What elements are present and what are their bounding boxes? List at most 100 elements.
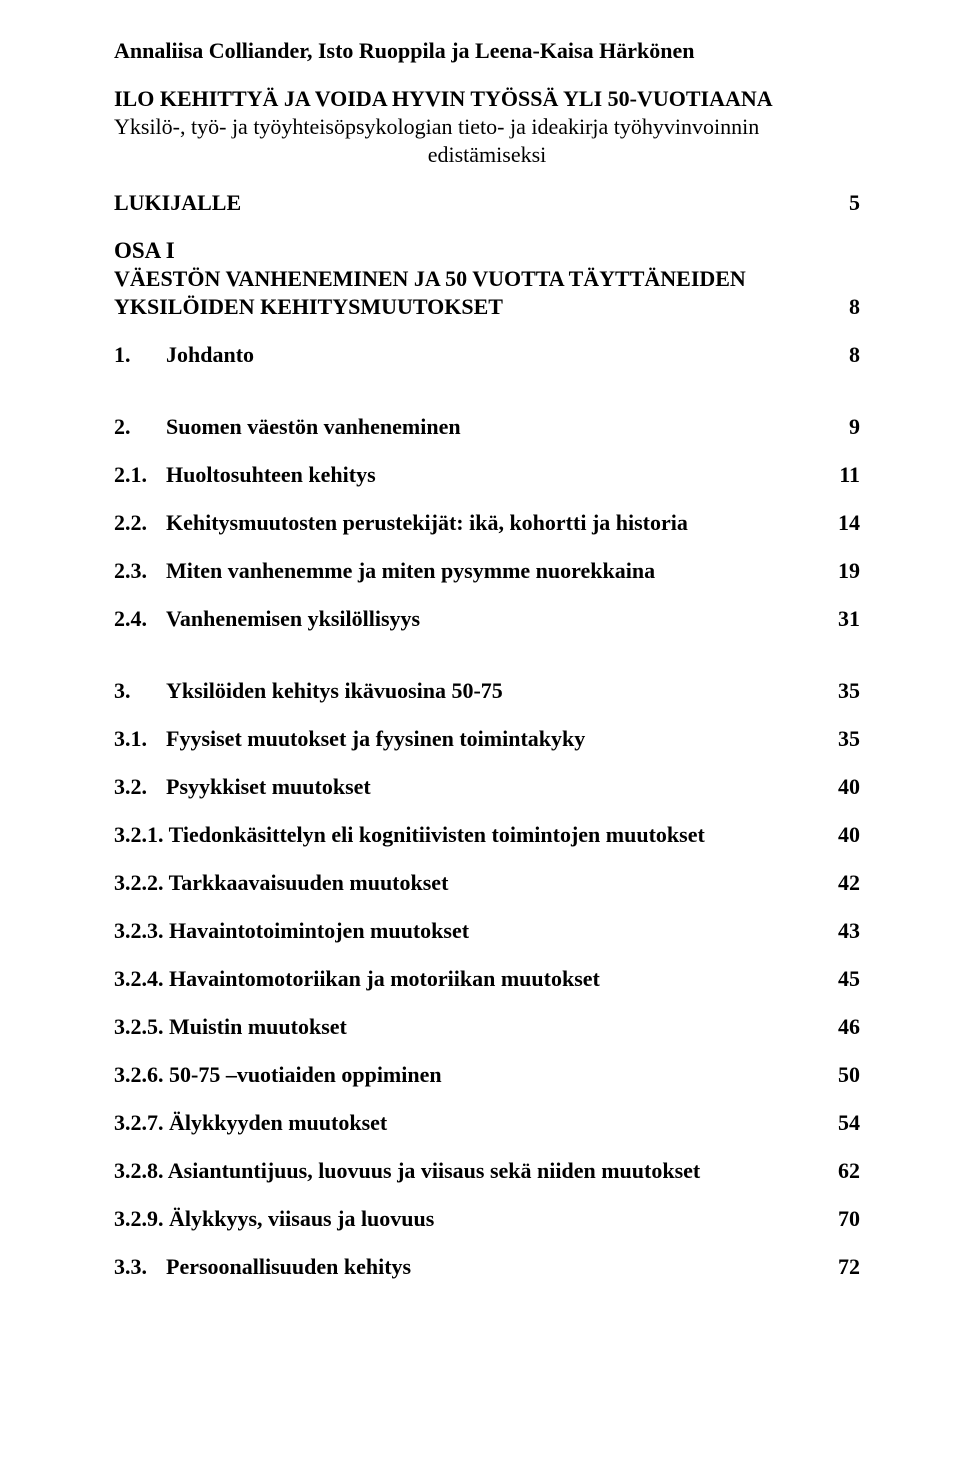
toc-label: 3.2.1. Tiedonkäsittelyn eli kognitiivist… (114, 822, 818, 848)
toc-entry: 3.2.8. Asiantuntijuus, luovuus ja viisau… (114, 1158, 860, 1184)
toc-text: 50-75 –vuotiaiden oppiminen (169, 1062, 442, 1087)
toc-entry: 3.1.Fyysiset muutokset ja fyysinen toimi… (114, 726, 860, 752)
toc-entry: 2.3.Miten vanhenemme ja miten pysymme nu… (114, 558, 860, 584)
toc-text: Yksilöiden kehitys ikävuosina 50-75 (166, 678, 503, 703)
toc-number: 3.2. (114, 774, 166, 800)
toc-label: 3.2.6. 50-75 –vuotiaiden oppiminen (114, 1062, 818, 1088)
toc-label: 2.4.Vanhenemisen yksilöllisyys (114, 606, 818, 632)
toc-entry: 3.Yksilöiden kehitys ikävuosina 50-75 35 (114, 678, 860, 704)
toc-page: 54 (818, 1110, 860, 1136)
toc-entry: 3.2.2. Tarkkaavaisuuden muutokset 42 (114, 870, 860, 896)
authors-line: Annaliisa Colliander, Isto Ruoppila ja L… (114, 38, 860, 64)
toc-entry: 3.2.9. Älykkyys, viisaus ja luovuus 70 (114, 1206, 860, 1232)
toc-number: 3.2.2. (114, 870, 164, 895)
toc-label: 3.2.4. Havaintomotoriikan ja motoriikan … (114, 966, 818, 992)
toc-number: 2.4. (114, 606, 166, 632)
toc-text: Kehitysmuutosten perustekijät: ikä, koho… (166, 510, 688, 535)
toc-text: Tarkkaavaisuuden muutokset (169, 870, 449, 895)
toc-number: 3.2.1. (114, 822, 164, 847)
toc-number: 3.3. (114, 1254, 166, 1280)
toc-page: 72 (818, 1254, 860, 1280)
part-heading: OSA I (114, 238, 860, 264)
toc-label: 3.Yksilöiden kehitys ikävuosina 50-75 (114, 678, 818, 704)
toc-entry: 3.2.7. Älykkyyden muutokset 54 (114, 1110, 860, 1136)
toc-page: 5 (829, 190, 860, 216)
toc-number: 3.2.6. (114, 1062, 164, 1087)
toc-page: 62 (818, 1158, 860, 1184)
toc-number: 3.1. (114, 726, 166, 752)
toc-page: 45 (818, 966, 860, 992)
toc-page: 35 (818, 678, 860, 704)
toc-entry: 3.3.Persoonallisuuden kehitys 72 (114, 1254, 860, 1280)
toc-number: 3.2.8. (114, 1158, 164, 1183)
toc-label: 3.2.2. Tarkkaavaisuuden muutokset (114, 870, 818, 896)
toc-label: 3.2.7. Älykkyyden muutokset (114, 1110, 818, 1136)
toc-entry: 3.2.6. 50-75 –vuotiaiden oppiminen 50 (114, 1062, 860, 1088)
toc-entry: 2.1.Huoltosuhteen kehitys 11 (114, 462, 860, 488)
toc-label: LUKIJALLE (114, 190, 829, 216)
toc-page: 35 (818, 726, 860, 752)
toc-page: 43 (818, 918, 860, 944)
toc-text: Miten vanhenemme ja miten pysymme nuorek… (166, 558, 655, 583)
toc-text: Huoltosuhteen kehitys (166, 462, 376, 487)
toc-label: 2.1.Huoltosuhteen kehitys (114, 462, 819, 488)
toc-page: 46 (818, 1014, 860, 1040)
toc-text: Havaintomotoriikan ja motoriikan muutoks… (169, 966, 600, 991)
toc-entry: 3.2.Psyykkiset muutokset 40 (114, 774, 860, 800)
toc-page: 40 (818, 822, 860, 848)
toc-page: 40 (818, 774, 860, 800)
toc-text: Älykkyyden muutokset (169, 1110, 387, 1135)
toc-page: 14 (818, 510, 860, 536)
toc-lukijalle: LUKIJALLE 5 (114, 190, 860, 216)
toc-entry: 2.4.Vanhenemisen yksilöllisyys 31 (114, 606, 860, 632)
toc-number: 2. (114, 414, 166, 440)
toc-label: YKSILÖIDEN KEHITYSMUUTOKSET (114, 294, 829, 320)
toc-label: 2.3.Miten vanhenemme ja miten pysymme nu… (114, 558, 818, 584)
toc-page: 9 (829, 414, 860, 440)
toc-entry: 1.Johdanto 8 (114, 342, 860, 368)
subtitle-line2: edistämiseksi (114, 142, 860, 168)
toc-entry: 3.2.3. Havaintotoimintojen muutokset 43 (114, 918, 860, 944)
toc-label: 3.2.3. Havaintotoimintojen muutokset (114, 918, 818, 944)
toc-page: 19 (818, 558, 860, 584)
toc-text: Älykkyys, viisaus ja luovuus (169, 1206, 434, 1231)
toc-number: 3.2.3. (114, 918, 164, 943)
toc-number: 3.2.7. (114, 1110, 164, 1135)
toc-label: 3.2.5. Muistin muutokset (114, 1014, 818, 1040)
toc-label: 3.2.9. Älykkyys, viisaus ja luovuus (114, 1206, 818, 1232)
toc-number: 3.2.5. (114, 1014, 164, 1039)
toc-label: 2.Suomen väestön vanheneminen (114, 414, 829, 440)
toc-text: Vanhenemisen yksilöllisyys (166, 606, 420, 631)
toc-number: 3.2.9. (114, 1206, 164, 1231)
toc-text: Havaintotoimintojen muutokset (169, 918, 469, 943)
toc-text: Suomen väestön vanheneminen (166, 414, 461, 439)
toc-text: Muistin muutokset (169, 1014, 347, 1039)
toc-label: 2.2.Kehitysmuutosten perustekijät: ikä, … (114, 510, 818, 536)
toc-entry: 2.Suomen väestön vanheneminen 9 (114, 414, 860, 440)
toc-entry: 3.2.1. Tiedonkäsittelyn eli kognitiivist… (114, 822, 860, 848)
part-subtitle-line2: YKSILÖIDEN KEHITYSMUUTOKSET 8 (114, 294, 860, 320)
toc-label: 3.2.Psyykkiset muutokset (114, 774, 818, 800)
toc-page: 31 (818, 606, 860, 632)
toc-label: 3.1.Fyysiset muutokset ja fyysinen toimi… (114, 726, 818, 752)
toc-number: 3.2.4. (114, 966, 164, 991)
part-subtitle-line1: VÄESTÖN VANHENEMINEN JA 50 VUOTTA TÄYTTÄ… (114, 266, 860, 292)
subtitle-line1: Yksilö-, työ- ja työyhteisöpsykologian t… (114, 114, 860, 140)
toc-text: Persoonallisuuden kehitys (166, 1254, 411, 1279)
toc-text: Tiedonkäsittelyn eli kognitiivisten toim… (169, 822, 705, 847)
toc-number: 3. (114, 678, 166, 704)
toc-page: 8 (829, 294, 860, 320)
toc-page: 11 (819, 462, 860, 488)
toc-label: 3.3.Persoonallisuuden kehitys (114, 1254, 818, 1280)
toc-number: 2.2. (114, 510, 166, 536)
toc-number: 2.3. (114, 558, 166, 584)
toc-page: 50 (818, 1062, 860, 1088)
toc-entry: 3.2.5. Muistin muutokset 46 (114, 1014, 860, 1040)
toc-text: Asiantuntijuus, luovuus ja viisaus sekä … (168, 1158, 700, 1183)
toc-label: VÄESTÖN VANHENEMINEN JA 50 VUOTTA TÄYTTÄ… (114, 266, 860, 292)
toc-text: Psyykkiset muutokset (166, 774, 371, 799)
toc-page: 8 (829, 342, 860, 368)
toc-page: 70 (818, 1206, 860, 1232)
toc-text: Fyysiset muutokset ja fyysinen toimintak… (166, 726, 585, 751)
main-title: ILO KEHITTYÄ JA VOIDA HYVIN TYÖSSÄ YLI 5… (114, 86, 860, 112)
